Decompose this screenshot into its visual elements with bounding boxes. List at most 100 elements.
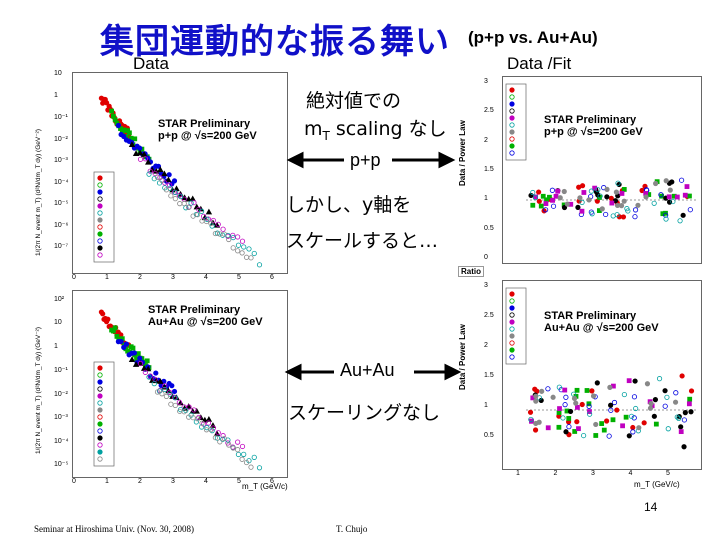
ratio-marker <box>632 214 638 220</box>
spectrum-marker <box>230 234 236 241</box>
spectrum-marker <box>191 407 197 413</box>
spectrum-marker <box>127 130 132 136</box>
ratio-marker <box>577 195 583 201</box>
ratio-marker <box>536 419 542 425</box>
ratio-marker <box>599 206 605 212</box>
ratio-marker <box>604 186 610 192</box>
ratio-marker <box>547 194 552 200</box>
legend-marker <box>509 333 515 339</box>
spectrum-marker <box>100 311 106 317</box>
spectrum-marker <box>177 193 184 200</box>
collision-system-label: p+p @ √s=200 GeV <box>544 126 643 138</box>
spectrum-marker <box>152 170 158 177</box>
spectrum-marker <box>169 383 175 389</box>
star-preliminary-label: STAR Preliminary <box>158 118 251 130</box>
ratio-marker <box>677 218 683 224</box>
y-tick-label: 0.5 <box>484 224 494 232</box>
ratio-marker <box>665 426 671 432</box>
ratio-marker <box>589 211 595 217</box>
spectrum-marker <box>235 242 242 248</box>
spectrum-marker <box>183 407 189 414</box>
legend-marker <box>97 189 103 195</box>
spectrum-marker <box>185 195 192 202</box>
y-tick-label: 2 <box>484 136 488 144</box>
spectrum-marker <box>220 433 226 439</box>
legend-marker <box>97 435 103 441</box>
x-tick-label: 2 <box>138 274 142 281</box>
ratio-marker <box>663 212 669 218</box>
y-tick-label: 10⁻¹ <box>54 114 68 121</box>
legend-marker <box>97 400 103 406</box>
ratio-marker <box>540 193 546 199</box>
spectrum-marker <box>186 204 192 210</box>
spectrum-marker <box>199 420 205 426</box>
ratio-marker <box>586 403 592 409</box>
spectrum-marker <box>251 454 257 460</box>
ratio-marker <box>533 393 539 399</box>
spectrum-marker <box>199 424 205 430</box>
spectrum-marker <box>256 465 263 471</box>
legend-marker <box>97 231 103 237</box>
spectrum-marker <box>163 393 170 400</box>
legend-marker <box>509 319 515 325</box>
spectrum-marker <box>151 176 157 182</box>
star-preliminary-label: STAR Preliminary <box>148 304 241 316</box>
ratio-marker <box>619 191 625 196</box>
spectrum-marker <box>130 345 136 351</box>
ratio-marker <box>672 399 679 405</box>
legend-marker <box>97 456 103 462</box>
legend-marker <box>97 449 103 455</box>
spectrum-marker <box>157 378 164 384</box>
spectrum-marker <box>167 182 173 188</box>
ratio-marker <box>549 187 555 193</box>
pp-arrow-right <box>392 151 456 169</box>
plot-pp-spectra: 1/(2π N_event m_T) (d²N/dm_T dy) (GeV⁻²)… <box>35 66 288 282</box>
ratio-marker <box>620 423 625 429</box>
ratio-marker <box>557 195 563 201</box>
note-when-scaled: スケールすると… <box>286 230 439 252</box>
x-tick-label: 3 <box>171 274 175 281</box>
ratio-marker <box>556 424 562 430</box>
legend-marker <box>97 175 103 181</box>
ratio-marker <box>633 405 639 412</box>
spectrum-marker <box>128 356 136 362</box>
x-tick-label: 0 <box>72 274 76 281</box>
y-tick-label: 2.5 <box>484 312 494 319</box>
legend-marker <box>509 354 515 360</box>
ratio-marker <box>676 415 682 422</box>
ratio-marker <box>662 403 668 409</box>
spectrum-marker <box>118 338 124 345</box>
ratio-marker <box>586 197 592 203</box>
auau-spectra-markers <box>93 309 263 471</box>
spectrum-marker <box>204 216 210 222</box>
ratio-marker <box>636 425 642 431</box>
y-tick-label: 3 <box>484 282 488 289</box>
note-no-scaling: スケーリングなし <box>288 402 441 424</box>
ratio-marker <box>532 195 539 201</box>
ratio-marker <box>573 400 579 406</box>
y-tick-label: 10⁻² <box>54 135 68 143</box>
legend-marker <box>509 101 515 107</box>
ratio-marker <box>615 180 621 186</box>
ratio-marker <box>581 190 587 195</box>
legend-marker <box>509 87 515 93</box>
ratio-marker <box>609 200 615 206</box>
ratio-marker <box>606 433 612 439</box>
ratio-marker <box>593 433 599 438</box>
ratio-marker <box>656 376 663 382</box>
spectrum-marker <box>132 150 140 157</box>
ratio-marker <box>597 193 603 199</box>
spectrum-marker <box>171 394 178 400</box>
ratio-marker <box>651 413 657 419</box>
spectrum-marker <box>243 459 250 466</box>
ratio-marker <box>611 399 618 406</box>
ratio-marker <box>528 416 534 423</box>
ratio-marker <box>681 444 687 450</box>
y-tick-label: 10² <box>54 296 65 303</box>
ratio-marker <box>576 184 582 190</box>
ratio-marker <box>610 417 616 423</box>
spectrum-marker <box>155 163 162 169</box>
ratio-marker <box>530 202 536 208</box>
plot-auau-ratio: Data / Power Law STAR Preliminary Au+Au … <box>456 280 702 492</box>
